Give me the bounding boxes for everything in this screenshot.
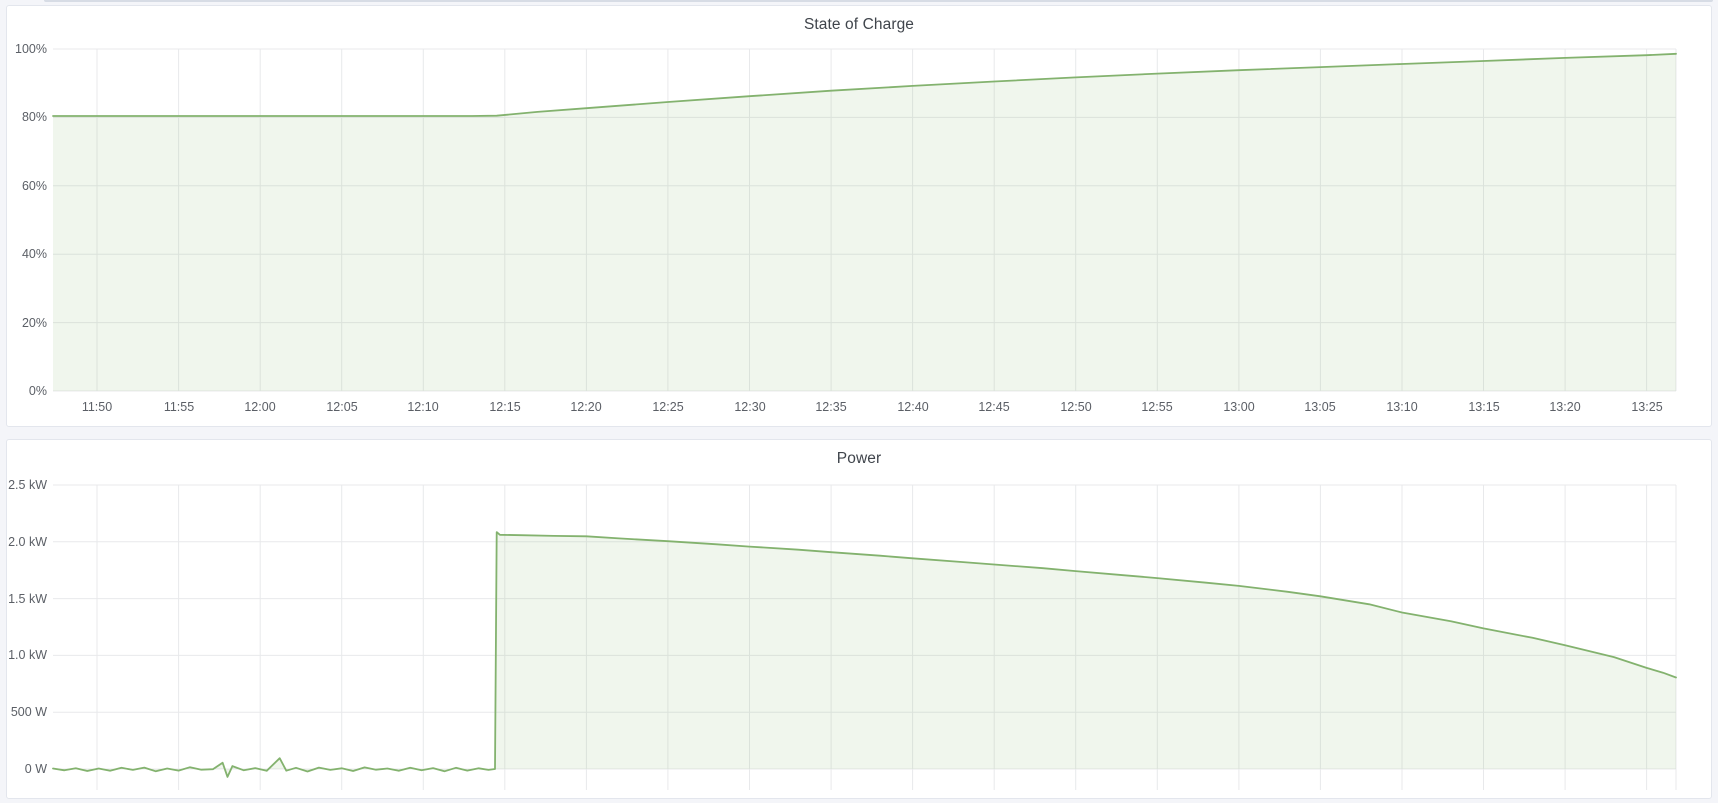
x-tick-label: 12:25 xyxy=(652,400,684,414)
y-tick-label: 40% xyxy=(21,247,47,261)
x-tick-label: 12:30 xyxy=(734,400,766,414)
x-tick-label: 13:15 xyxy=(1468,400,1500,414)
y-tick-label: 1.0 kW xyxy=(8,648,47,662)
power-chart-canvas[interactable] xyxy=(7,440,1711,798)
x-tick-label: 12:20 xyxy=(570,400,602,414)
x-tick-label: 13:05 xyxy=(1304,400,1336,414)
y-tick-label: 100% xyxy=(15,42,47,56)
cropped-panel-above-edge xyxy=(44,0,1713,2)
x-tick-label: 13:10 xyxy=(1386,400,1418,414)
panel-title-state-of-charge[interactable]: State of Charge xyxy=(803,16,915,33)
x-tick-label: 12:35 xyxy=(815,400,847,414)
panel-title-power[interactable]: Power xyxy=(836,450,882,467)
x-tick-label: 12:55 xyxy=(1141,400,1173,414)
x-tick-label: 12:05 xyxy=(326,400,358,414)
x-tick-label: 13:20 xyxy=(1549,400,1581,414)
y-tick-label: 20% xyxy=(21,316,47,330)
x-tick-label: 12:40 xyxy=(897,400,929,414)
y-tick-label: 0 W xyxy=(24,762,47,776)
x-tick-label: 11:50 xyxy=(81,400,113,414)
x-tick-label: 12:50 xyxy=(1060,400,1092,414)
y-tick-label: 60% xyxy=(21,179,47,193)
x-tick-label: 12:45 xyxy=(978,400,1010,414)
panel-state-of-charge: State of Charge 0% 20% 40% 60% 80% 100% 11:50… xyxy=(6,5,1712,427)
y-tick-label: 2.0 kW xyxy=(8,535,47,549)
soc-chart-canvas[interactable] xyxy=(7,6,1711,426)
y-tick-label: 2.5 kW xyxy=(8,478,47,492)
x-tick-label: 12:00 xyxy=(244,400,276,414)
x-tick-label: 13:25 xyxy=(1631,400,1663,414)
y-tick-label: 500 W xyxy=(10,705,47,719)
y-tick-label: 0% xyxy=(28,384,47,398)
y-tick-label: 1.5 kW xyxy=(8,592,47,606)
x-tick-label: 12:10 xyxy=(407,400,439,414)
x-tick-label: 12:15 xyxy=(489,400,521,414)
x-tick-label: 11:55 xyxy=(163,400,195,414)
y-tick-label: 80% xyxy=(21,110,47,124)
x-tick-label: 13:00 xyxy=(1223,400,1255,414)
panel-power: Power 0 W 500 W 1.0 kW 1.5 kW 2.0 kW 2.5 kW xyxy=(6,439,1712,799)
